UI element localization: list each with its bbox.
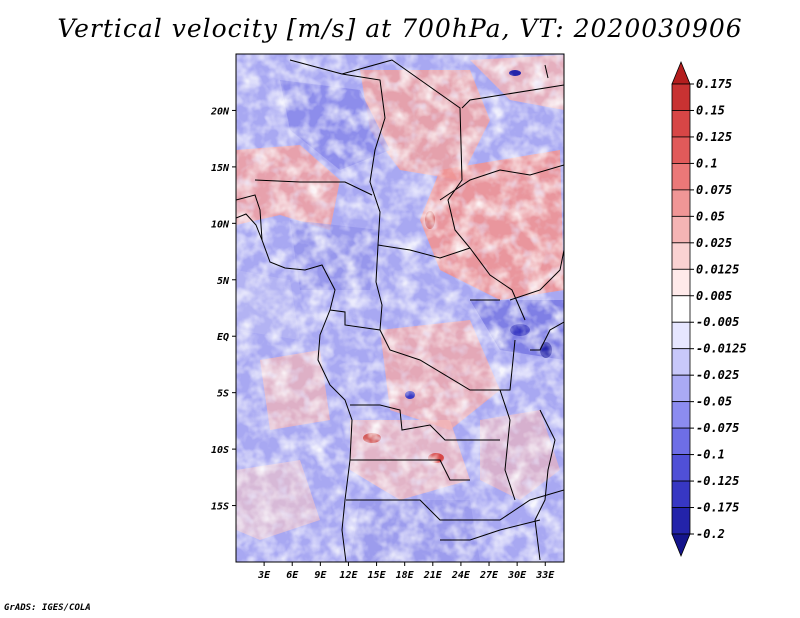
colorbar-label: -0.05 [696,395,732,409]
lon-tick-label: 27E [479,570,499,581]
colorbar-label: -0.075 [696,421,739,435]
colorbar-swatch [671,348,691,376]
lat-tick-label: 15N [211,163,230,174]
colorbar-label: 0.05 [696,209,725,223]
country-borders [236,59,564,562]
colorbar-label: 0.175 [696,77,732,91]
colorbar-label: 0.125 [696,130,732,144]
colorbar: 0.175 0.15 0.125 0.1 0.075 0.05 0.025 0.0125 0.0… [671,60,747,558]
colorbar-swatch [671,136,691,164]
colorbar-swatch [671,215,691,244]
lon-tick-label: 30E [507,570,527,581]
colorbar-label: 0.025 [696,236,732,250]
lon-tick-label: 6E [286,570,299,581]
lat-tick-label: 5S [217,389,229,400]
colorbar-label: -0.025 [696,368,739,382]
map-frame [235,53,565,563]
longitude-axis: 3E 6E 9E 12E 15E 18E 21E 24E 27E 30E 33E [257,562,555,581]
lon-tick-label: 9E [314,570,327,581]
colorbar-label: -0.1 [696,448,725,462]
lon-tick-label: 33E [535,570,555,581]
colorbar-label: -0.175 [696,501,739,515]
colorbar-label: 0.005 [696,289,732,303]
colorbar-swatch [671,163,691,191]
colorbar-label: 0.075 [696,183,732,197]
colorbar-swatch [671,242,691,270]
colorbar-swatch [671,454,691,482]
colorbar-swatch [671,189,691,217]
colorbar-swatch [671,268,691,297]
lat-tick-label: 15S [211,502,229,513]
colorbar-swatch [671,507,691,535]
lon-tick-label: 24E [451,570,471,581]
colorbar-swatch [671,110,691,138]
colorbar-swatch [671,60,691,85]
colorbar-label: -0.005 [696,315,739,329]
colorbar-label: 0.1 [696,156,718,170]
lat-tick-label: 10N [211,219,230,230]
colorbar-swatch [671,374,691,403]
colorbar-label: -0.2 [696,527,725,541]
velocity-field [236,54,564,562]
lon-tick-label: 12E [339,570,358,581]
colorbar-swatch [671,401,691,429]
colorbar-label: -0.0125 [696,342,747,356]
colorbar-swatch [671,533,691,558]
colorbar-label: 0.15 [696,103,725,117]
colorbar-swatch [671,83,691,111]
colorbar-swatch [671,480,691,508]
grads-credit: GrADS: IGES/COLA [4,603,91,613]
lon-tick-label: 21E [423,570,443,581]
lat-tick-label: 20N [210,106,230,117]
map-title: Vertical velocity [m/s] at 700hPa, VT: 2… [57,14,743,43]
lat-tick-label: EQ [217,332,229,343]
lat-tick-label: 10S [211,445,229,456]
colorbar-swatch [671,321,691,350]
colorbar-swatch [671,427,691,455]
lon-tick-label: 15E [368,570,387,581]
colorbar-label: -0.125 [696,474,739,488]
colorbar-swatch [671,295,691,323]
latitude-axis: 20N 15N 10N 5N EQ 5S 10S 15S [210,106,236,513]
lat-tick-label: 5N [217,276,230,287]
lon-tick-label: 3E [257,570,271,581]
lon-tick-label: 18E [396,570,415,581]
colorbar-label: 0.0125 [696,262,739,276]
